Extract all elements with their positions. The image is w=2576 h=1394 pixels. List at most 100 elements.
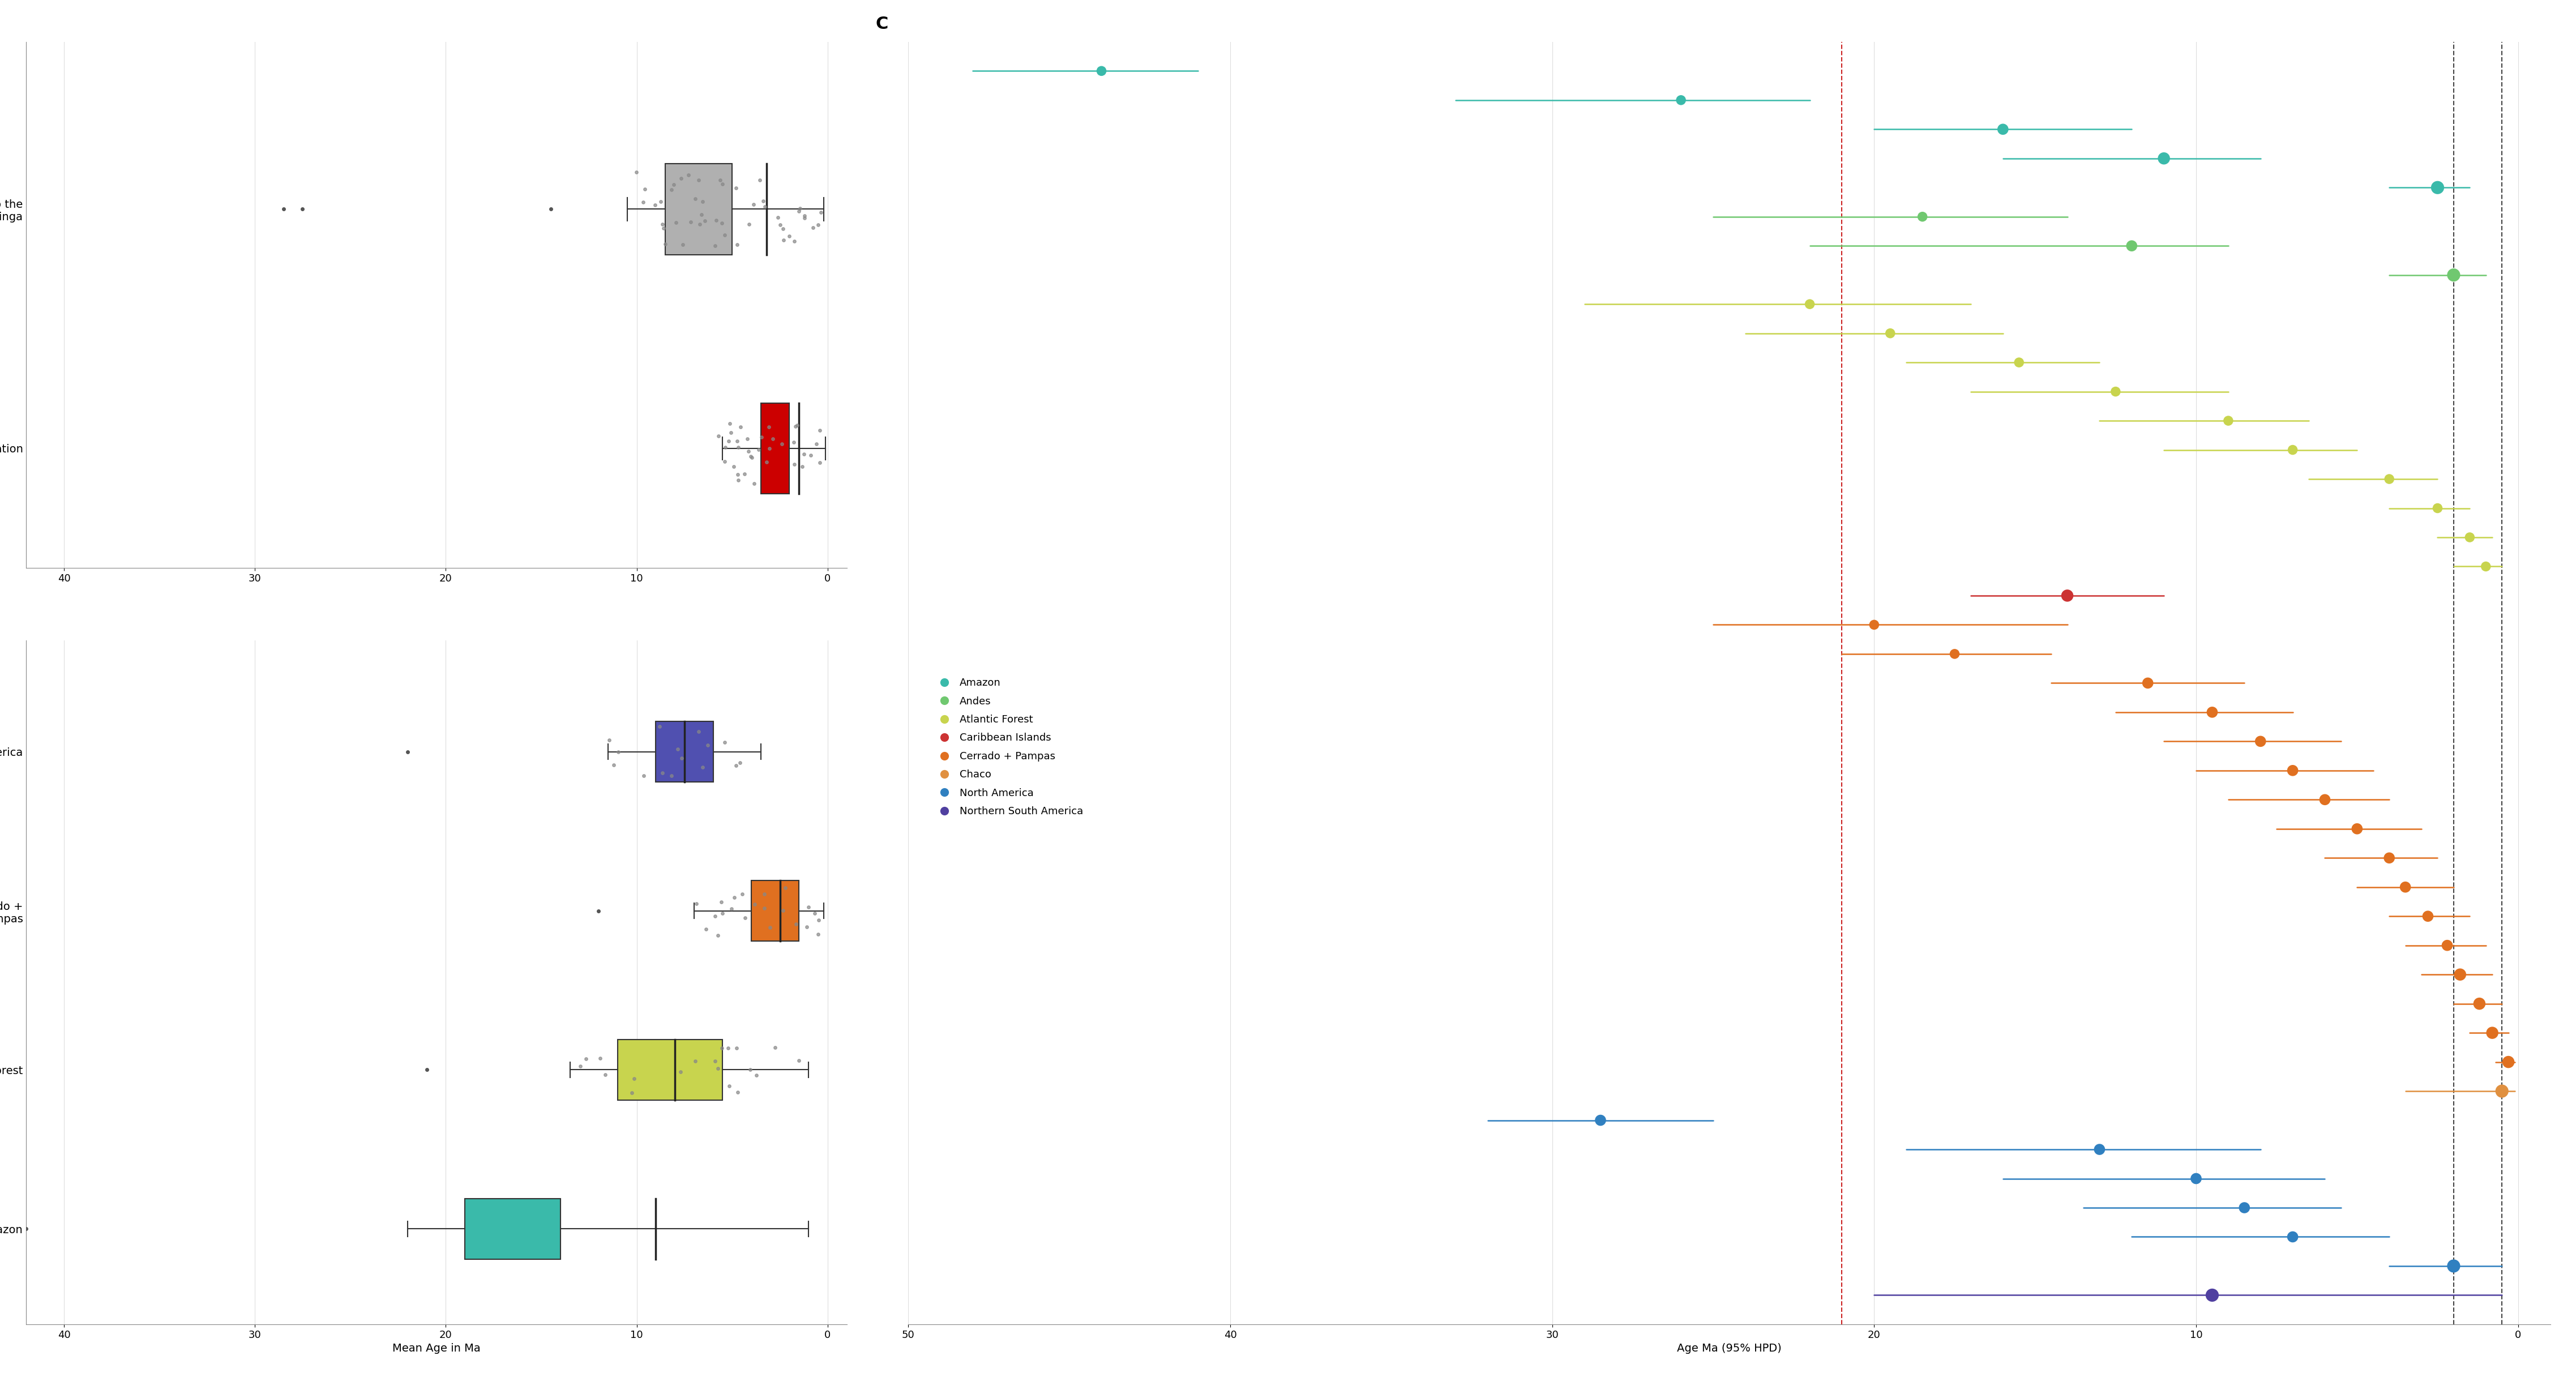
Point: [701, 891, 742, 913]
Point: [564, 1048, 605, 1071]
Point: [2488, 1051, 2530, 1073]
Point: [716, 429, 757, 452]
Point: [696, 209, 737, 231]
Point: [708, 1075, 750, 1097]
Point: [2385, 875, 2427, 898]
Point: [698, 924, 739, 947]
Point: [729, 1058, 770, 1080]
Point: [2434, 1255, 2476, 1277]
Point: [592, 754, 634, 776]
Point: [598, 742, 639, 764]
Point: [1870, 322, 1911, 344]
Point: [744, 882, 786, 905]
Point: [737, 1064, 778, 1086]
Point: [801, 201, 842, 223]
Point: [2370, 846, 2411, 868]
Point: [716, 1037, 757, 1059]
Point: [662, 167, 703, 190]
Point: [1984, 118, 2025, 141]
Point: [2272, 439, 2313, 461]
Point: [793, 902, 835, 924]
Point: [747, 452, 788, 474]
Point: [654, 173, 696, 195]
Point: [683, 756, 724, 778]
Point: [659, 1061, 701, 1083]
Point: [773, 230, 814, 252]
Point: [1855, 613, 1896, 636]
Point: [744, 195, 786, 217]
FancyBboxPatch shape: [665, 163, 732, 255]
Legend: Amazon, Andes, Atlantic Forest, Caribbean Islands, Cerrado + Pampas, Chaco, Nort: Amazon, Andes, Atlantic Forest, Caribbea…: [930, 673, 1087, 821]
Point: [2427, 934, 2468, 956]
Point: [744, 898, 786, 920]
Point: [799, 420, 840, 442]
Point: [2112, 234, 2154, 256]
Point: [585, 1064, 626, 1086]
Point: [732, 446, 773, 468]
Point: [2128, 672, 2169, 694]
Point: [675, 1050, 716, 1072]
Point: [2192, 1284, 2233, 1306]
Point: [796, 213, 837, 236]
Point: [639, 191, 680, 213]
Point: [677, 169, 719, 191]
Point: [742, 190, 783, 212]
Point: [634, 194, 675, 216]
FancyBboxPatch shape: [752, 881, 799, 941]
Point: [791, 445, 832, 467]
Point: [783, 443, 824, 466]
Point: [752, 428, 793, 450]
Point: [711, 898, 752, 920]
Point: [762, 432, 804, 454]
Point: [732, 445, 773, 467]
Point: [711, 421, 752, 443]
Point: [703, 223, 744, 245]
Point: [590, 729, 631, 751]
Point: [701, 173, 742, 195]
Point: [680, 204, 721, 226]
Point: [2223, 1196, 2264, 1218]
Point: [734, 894, 775, 916]
Point: [708, 1037, 750, 1059]
Point: [783, 206, 824, 229]
Point: [788, 896, 829, 919]
Point: [2434, 263, 2476, 286]
Point: [652, 178, 693, 201]
Point: [1579, 1110, 1620, 1132]
Point: [2192, 701, 2233, 723]
Point: [757, 206, 799, 229]
X-axis label: Mean Age in Ma: Mean Age in Ma: [392, 1344, 479, 1354]
Point: [783, 205, 824, 227]
Point: [696, 905, 737, 927]
Point: [716, 233, 757, 255]
Point: [775, 913, 817, 935]
Point: [2079, 1139, 2120, 1161]
Point: [2306, 789, 2347, 811]
Point: [670, 210, 711, 233]
Point: [726, 428, 768, 450]
Point: [1999, 351, 2040, 374]
X-axis label: Age Ma (95% HPD): Age Ma (95% HPD): [1677, 1344, 1783, 1354]
Point: [1662, 89, 1703, 112]
Point: [2416, 498, 2458, 520]
Point: [765, 877, 806, 899]
Point: [1790, 293, 1832, 315]
Point: [641, 761, 683, 783]
Point: [613, 1068, 654, 1090]
Point: [2481, 1080, 2522, 1103]
Point: [652, 764, 693, 786]
Point: [685, 917, 726, 940]
Point: [708, 431, 750, 453]
Point: [786, 916, 827, 938]
Point: [703, 450, 744, 473]
Point: [639, 715, 680, 737]
Point: [2143, 148, 2184, 170]
Point: [616, 160, 657, 183]
Point: [1082, 60, 1123, 82]
Point: [2370, 468, 2411, 491]
Point: [714, 456, 755, 478]
Point: [1935, 643, 1976, 665]
Point: [724, 463, 765, 485]
Point: [773, 431, 814, 453]
Point: [580, 1047, 621, 1069]
